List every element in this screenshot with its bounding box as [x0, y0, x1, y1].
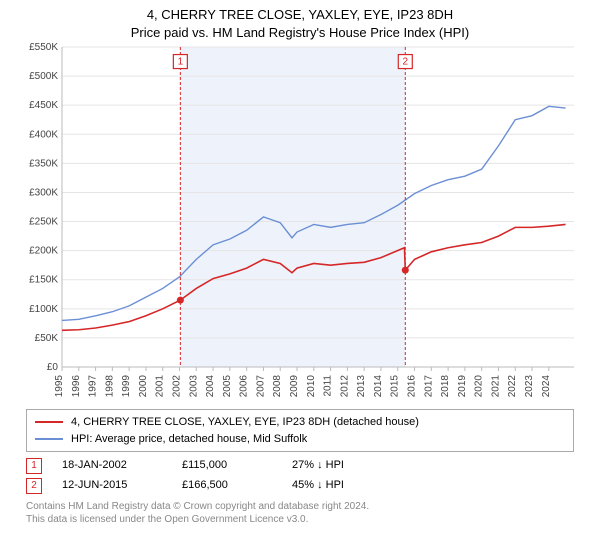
svg-text:2015: 2015 [390, 375, 401, 398]
svg-text:£150K: £150K [29, 275, 58, 286]
svg-text:2018: 2018 [440, 375, 451, 398]
svg-text:2024: 2024 [541, 375, 552, 398]
svg-text:1996: 1996 [71, 375, 82, 398]
price-chart: £0 £50K £100K £150K £200K £250K £300K £350K £400… [20, 43, 580, 403]
event-row: 2 12-JUN-2015 £166,500 45% ↓ HPI [26, 476, 574, 496]
svg-text:£300K: £300K [29, 188, 58, 199]
svg-text:1999: 1999 [121, 375, 132, 398]
svg-text:2022: 2022 [507, 375, 518, 398]
legend-swatch [35, 438, 63, 440]
svg-text:£350K: £350K [29, 158, 58, 169]
svg-text:£500K: £500K [29, 71, 58, 82]
svg-text:2001: 2001 [155, 375, 166, 398]
svg-text:2021: 2021 [490, 375, 501, 398]
svg-text:1998: 1998 [104, 375, 115, 398]
footer-line2: This data is licensed under the Open Gov… [26, 513, 574, 527]
svg-text:2019: 2019 [457, 375, 468, 398]
legend-label: 4, CHERRY TREE CLOSE, YAXLEY, EYE, IP23 … [71, 414, 419, 431]
svg-text:2016: 2016 [407, 375, 418, 398]
event-marker-icon: 2 [26, 478, 42, 494]
svg-text:£550K: £550K [29, 43, 58, 53]
event-price: £115,000 [182, 456, 272, 476]
attribution: Contains HM Land Registry data © Crown c… [26, 500, 574, 527]
title-line2: Price paid vs. HM Land Registry's House … [8, 24, 592, 42]
legend-item-property: 4, CHERRY TREE CLOSE, YAXLEY, EYE, IP23 … [35, 414, 565, 431]
event-row: 1 18-JAN-2002 £115,000 27% ↓ HPI [26, 456, 574, 476]
svg-text:2002: 2002 [172, 375, 183, 398]
event-marker-icon: 1 [26, 458, 42, 474]
event-list: 1 18-JAN-2002 £115,000 27% ↓ HPI 2 12-JU… [26, 456, 574, 496]
svg-text:£400K: £400K [29, 129, 58, 140]
svg-text:2007: 2007 [255, 375, 266, 398]
svg-text:2006: 2006 [239, 375, 250, 398]
svg-text:2012: 2012 [339, 375, 350, 398]
legend: 4, CHERRY TREE CLOSE, YAXLEY, EYE, IP23 … [26, 409, 574, 452]
legend-label: HPI: Average price, detached house, Mid … [71, 431, 307, 448]
svg-text:2017: 2017 [423, 375, 434, 398]
svg-text:£100K: £100K [29, 304, 58, 315]
event-price: £166,500 [182, 476, 272, 496]
svg-text:2: 2 [403, 57, 409, 68]
svg-text:2013: 2013 [356, 375, 367, 398]
svg-text:£250K: £250K [29, 217, 58, 228]
svg-text:2011: 2011 [323, 375, 334, 397]
svg-text:2020: 2020 [474, 375, 485, 398]
svg-text:2008: 2008 [272, 375, 283, 398]
svg-text:£450K: £450K [29, 100, 58, 111]
svg-text:1995: 1995 [54, 375, 65, 398]
svg-text:1997: 1997 [88, 375, 99, 398]
svg-text:2003: 2003 [188, 375, 199, 398]
event-date: 12-JUN-2015 [62, 476, 162, 496]
chart-title: 4, CHERRY TREE CLOSE, YAXLEY, EYE, IP23 … [0, 0, 600, 43]
svg-text:2004: 2004 [205, 375, 216, 398]
svg-text:2005: 2005 [222, 375, 233, 398]
svg-text:2014: 2014 [373, 375, 384, 398]
legend-item-hpi: HPI: Average price, detached house, Mid … [35, 431, 565, 448]
title-line1: 4, CHERRY TREE CLOSE, YAXLEY, EYE, IP23 … [8, 6, 592, 24]
event-delta: 27% ↓ HPI [292, 456, 344, 476]
svg-text:2010: 2010 [306, 375, 317, 398]
svg-text:£0: £0 [47, 362, 59, 373]
svg-text:2009: 2009 [289, 375, 300, 398]
svg-text:£200K: £200K [29, 246, 58, 257]
event-date: 18-JAN-2002 [62, 456, 162, 476]
svg-text:1: 1 [178, 57, 184, 68]
svg-text:2000: 2000 [138, 375, 149, 398]
event-delta: 45% ↓ HPI [292, 476, 344, 496]
svg-text:£50K: £50K [35, 333, 59, 344]
legend-swatch [35, 421, 63, 423]
svg-text:2023: 2023 [524, 375, 535, 398]
footer-line1: Contains HM Land Registry data © Crown c… [26, 500, 574, 514]
